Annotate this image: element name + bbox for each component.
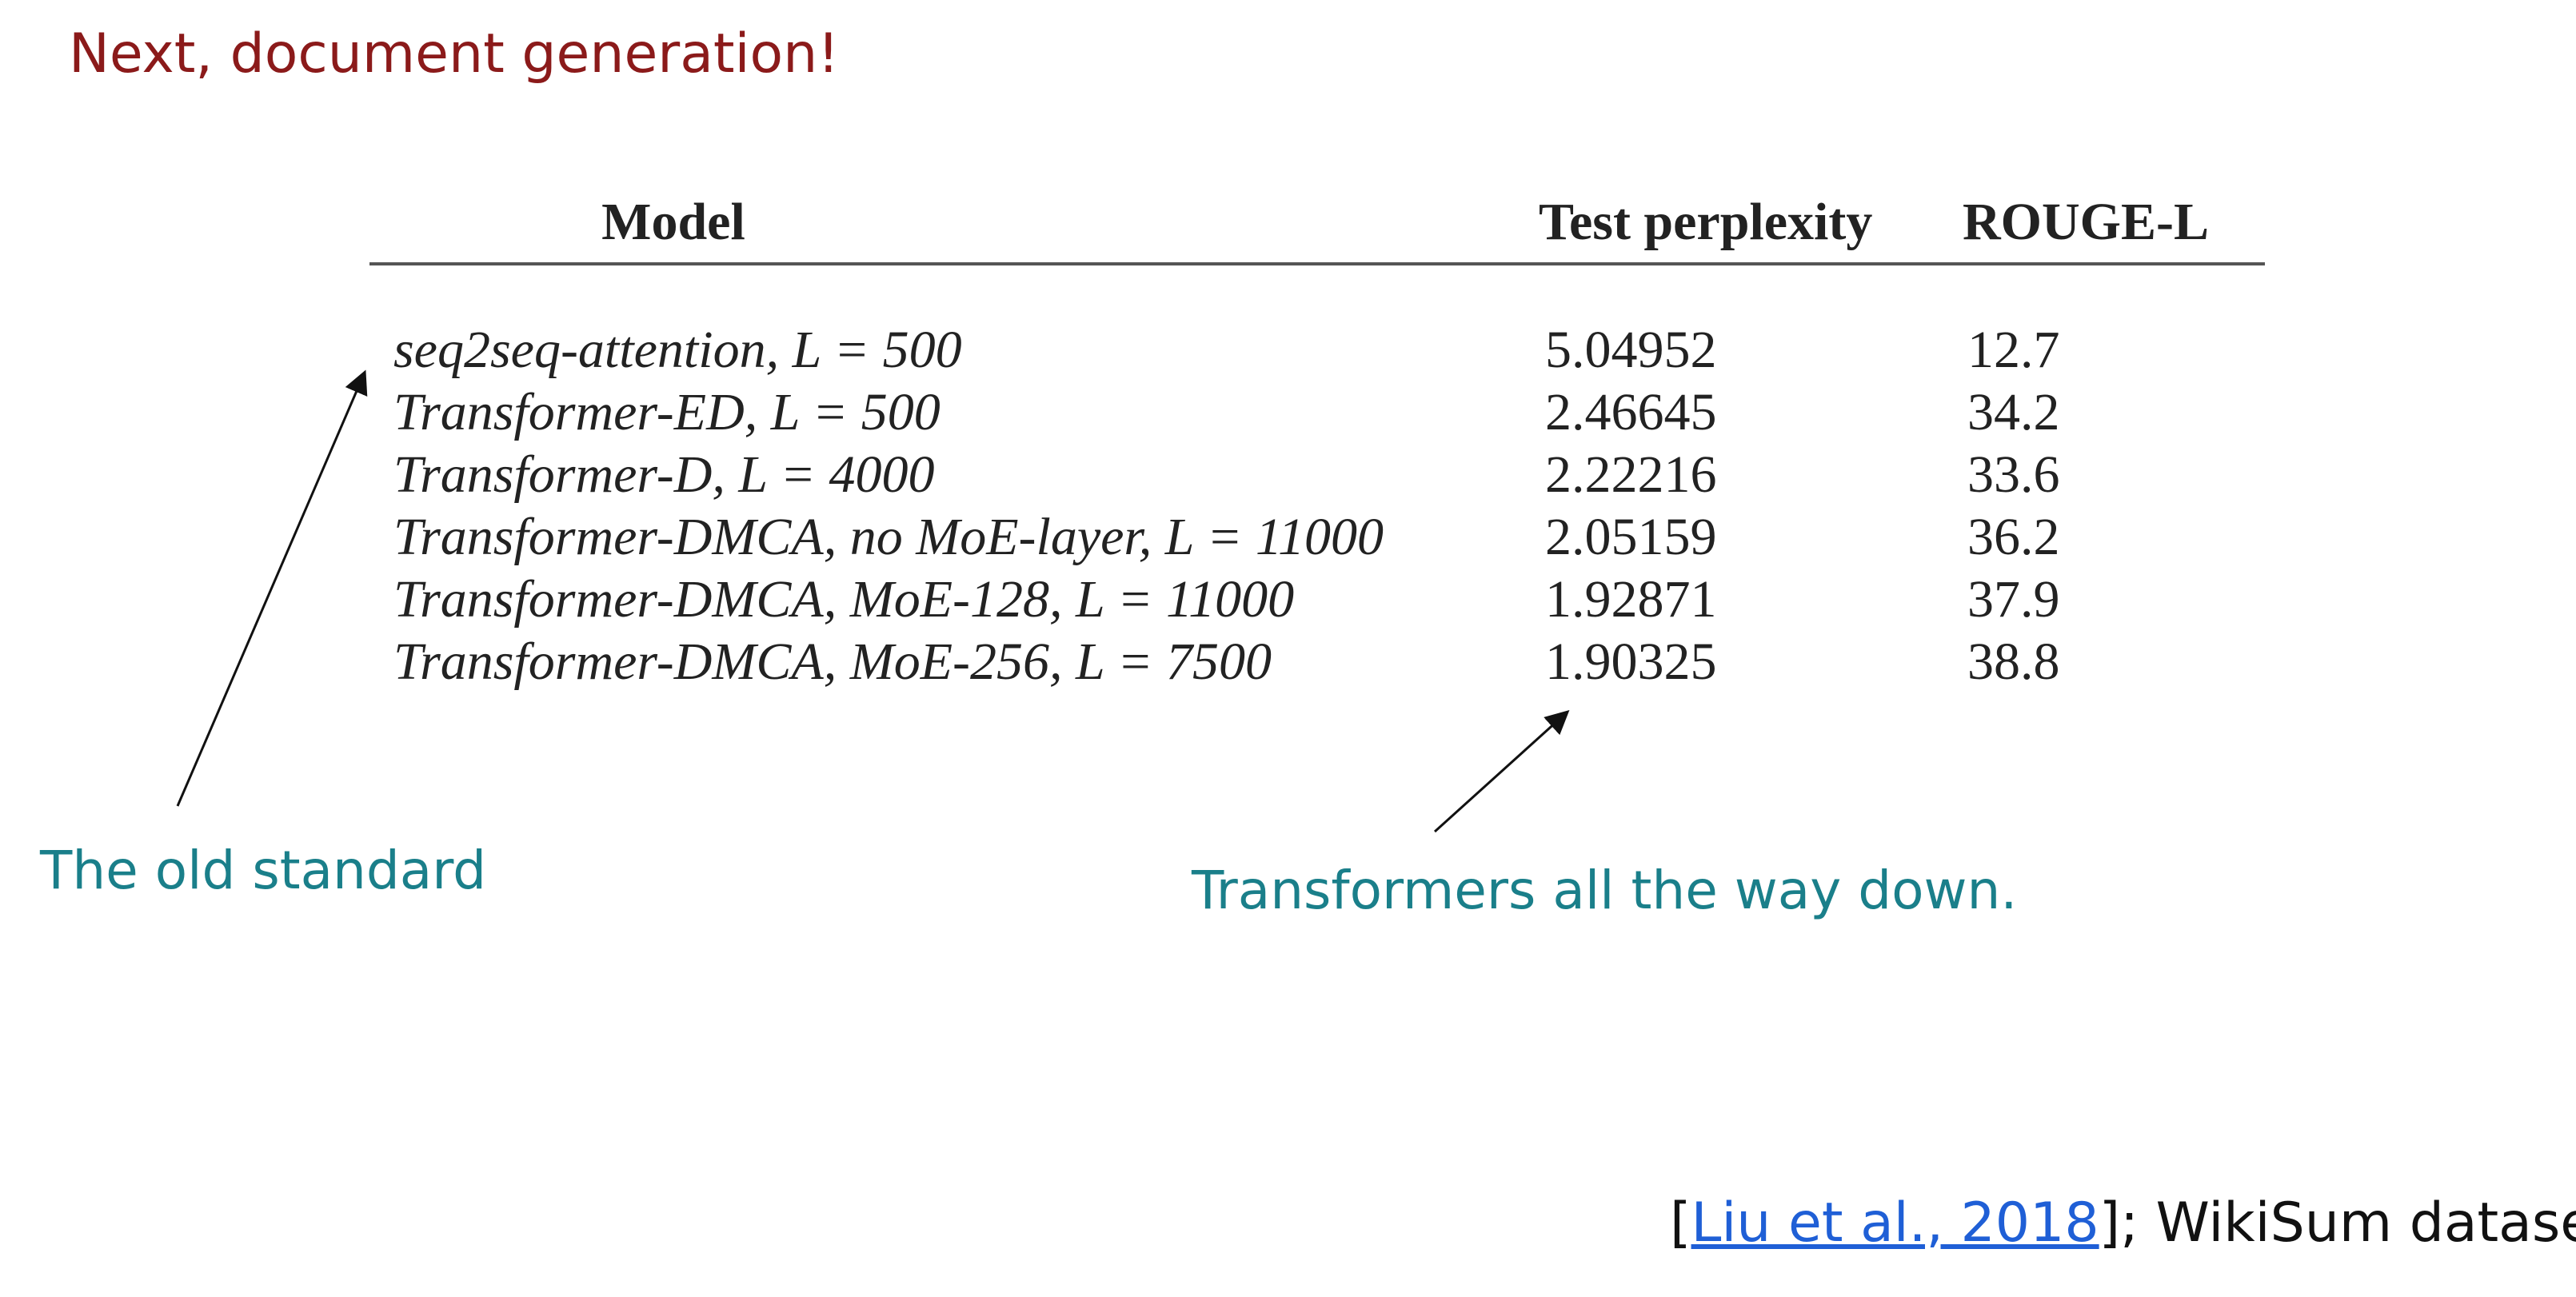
rouge-cell: 12.7: [1967, 321, 2060, 379]
citation: [Liu et al., 2018]; WikiSum dataset: [1670, 1191, 2576, 1255]
table-row: Transformer-DMCA, MoE-256, L = 7500 1.90…: [369, 632, 2265, 694]
header-rule: [369, 262, 2265, 265]
rouge-cell: 34.2: [1967, 383, 2060, 441]
perplexity-cell: 2.46645: [1545, 383, 1717, 441]
table-row: Transformer-D, L = 4000 2.22216 33.6: [369, 445, 2265, 507]
rouge-cell: 37.9: [1967, 570, 2060, 629]
transformers-arrow: [1433, 709, 1570, 833]
table-body: seq2seq-attention, L = 500 5.04952 12.7 …: [369, 320, 2265, 694]
model-cell: Transformer-ED, L = 500: [393, 383, 941, 441]
citation-link[interactable]: Liu et al., 2018: [1691, 1191, 2099, 1255]
transformers-annotation: Transformers all the way down.: [1192, 860, 2018, 921]
table-row: Transformer-ED, L = 500 2.46645 34.2: [369, 382, 2265, 445]
model-cell: Transformer-DMCA, MoE-128, L = 11000: [393, 570, 1295, 629]
header-model: Model: [601, 193, 745, 251]
perplexity-cell: 1.90325: [1545, 633, 1717, 691]
perplexity-cell: 1.92871: [1545, 570, 1717, 629]
perplexity-cell: 2.05159: [1545, 508, 1717, 566]
rouge-cell: 36.2: [1967, 508, 2060, 566]
perplexity-cell: 5.04952: [1545, 321, 1717, 379]
model-cell: Transformer-D, L = 4000: [393, 445, 935, 504]
table-row: seq2seq-attention, L = 500 5.04952 12.7: [369, 320, 2265, 382]
old-standard-annotation: The old standard: [40, 840, 487, 901]
perplexity-cell: 2.22216: [1545, 445, 1717, 504]
old-standard-arrow: [176, 369, 368, 807]
model-cell: Transformer-DMCA, no MoE-layer, L = 1100…: [393, 508, 1384, 566]
slide-title: Next, document generation!: [69, 22, 840, 86]
model-cell: Transformer-DMCA, MoE-256, L = 7500: [393, 633, 1272, 691]
table-row: Transformer-DMCA, MoE-128, L = 11000 1.9…: [369, 569, 2265, 632]
rouge-cell: 38.8: [1967, 633, 2060, 691]
header-rouge-l: ROUGE-L: [1963, 193, 2210, 251]
citation-open-bracket: [: [1670, 1191, 1691, 1255]
citation-suffix: ]; WikiSum dataset: [2099, 1191, 2576, 1255]
header-test-perplexity: Test perplexity: [1539, 193, 1873, 251]
rouge-cell: 33.6: [1967, 445, 2060, 504]
table-row: Transformer-DMCA, no MoE-layer, L = 1100…: [369, 507, 2265, 569]
model-cell: seq2seq-attention, L = 500: [393, 321, 962, 379]
